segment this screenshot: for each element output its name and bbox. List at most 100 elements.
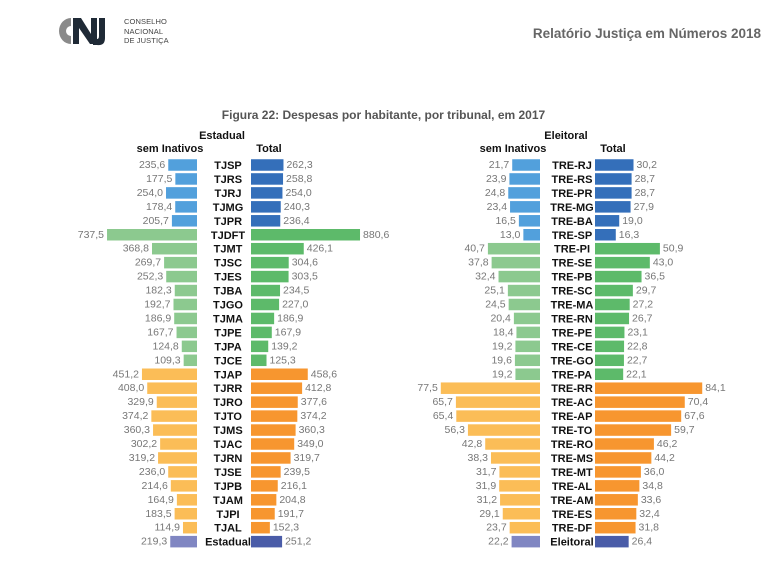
estadual-value-label-sem-inativos: 408,0 <box>118 382 144 394</box>
eleitoral-bar-sem-inativos <box>511 535 540 548</box>
eleitoral-category-label: TRE-SC <box>552 286 593 298</box>
eleitoral-value-label-total: 22,1 <box>626 368 647 380</box>
estadual-value-label-sem-inativos: 182,3 <box>145 285 171 297</box>
eleitoral-category-label: Eleitoral <box>550 537 593 549</box>
estadual-bar-sem-inativos <box>156 396 197 408</box>
estadual-value-label-total: 251,2 <box>285 536 311 548</box>
estadual-value-label-sem-inativos: 329,9 <box>127 396 153 408</box>
estadual-value-label-total: 191,7 <box>278 508 304 520</box>
estadual-bar-total <box>251 521 270 534</box>
eleitoral-value-label-total: 46,2 <box>657 438 678 450</box>
estadual-value-label-total: 880,6 <box>363 229 389 241</box>
estadual-bar-total <box>251 159 284 171</box>
estadual-value-label-sem-inativos: 186,9 <box>145 312 171 324</box>
eleitoral-value-label-total: 44,2 <box>654 452 675 464</box>
estadual-value-label-sem-inativos: 374,2 <box>122 410 148 422</box>
estadual-bar-sem-inativos <box>182 521 197 534</box>
eleitoral-bar-total <box>595 410 682 422</box>
estadual-bar-total <box>251 215 281 227</box>
eleitoral-value-label-sem-inativos: 19,2 <box>492 340 513 352</box>
eleitoral-bar-sem-inativos <box>508 298 540 311</box>
eleitoral-bar-sem-inativos <box>509 521 540 534</box>
estadual-bar-sem-inativos <box>173 298 197 311</box>
estadual-category-label: TJBA <box>214 286 243 298</box>
eleitoral-value-label-sem-inativos: 29,1 <box>479 508 500 520</box>
eleitoral-bar-total <box>595 270 642 283</box>
estadual-bar-total <box>251 270 289 283</box>
estadual-bar-total <box>251 438 295 450</box>
estadual-value-label-sem-inativos: 269,7 <box>135 257 161 269</box>
estadual-bar-sem-inativos <box>153 424 197 436</box>
eleitoral-category-label: TRE-RS <box>552 174 593 186</box>
eleitoral-value-label-total: 26,7 <box>632 312 653 324</box>
estadual-bar-total <box>251 173 284 185</box>
estadual-group-title: Estadual <box>199 130 245 142</box>
estadual-bar-total <box>251 508 275 520</box>
estadual-value-label-sem-inativos: 214,6 <box>142 480 168 492</box>
estadual-value-label-sem-inativos: 109,3 <box>154 354 180 366</box>
eleitoral-bar-sem-inativos <box>485 438 540 450</box>
estadual-category-label: Estadual <box>205 537 251 549</box>
estadual-category-label: TJMG <box>213 202 244 214</box>
estadual-bar-sem-inativos <box>183 354 197 367</box>
eleitoral-value-label-sem-inativos: 65,7 <box>432 396 453 408</box>
eleitoral-value-label-total: 36,5 <box>645 271 666 283</box>
estadual-category-label: TJSP <box>214 160 242 172</box>
eleitoral-value-label-total: 16,3 <box>619 229 640 241</box>
estadual-bar-sem-inativos <box>158 452 197 464</box>
estadual-bar-total <box>251 410 298 422</box>
estadual-value-label-total: 204,8 <box>279 494 305 506</box>
eleitoral-category-label: TRE-AP <box>552 411 593 423</box>
estadual-bar-sem-inativos <box>176 494 197 506</box>
eleitoral-bar-total <box>595 242 660 255</box>
estadual-bar-sem-inativos <box>175 201 197 213</box>
estadual-bar-sem-inativos <box>175 173 197 185</box>
estadual-value-label-total: 125,3 <box>270 354 296 366</box>
estadual-bar-total <box>251 298 280 311</box>
eleitoral-bar-sem-inativos <box>491 256 540 269</box>
eleitoral-bar-sem-inativos <box>456 410 540 422</box>
eleitoral-bar-sem-inativos <box>510 201 540 213</box>
estadual-category-label: TJDFT <box>211 230 246 242</box>
eleitoral-category-label: TRE-RN <box>551 313 593 325</box>
eleitoral-bar-total <box>595 159 634 171</box>
estadual-value-label-total: 152,3 <box>273 522 299 534</box>
estadual-category-label: TJPB <box>214 481 242 493</box>
estadual-value-label-sem-inativos: 183,5 <box>145 508 171 520</box>
eleitoral-category-label: TRE-DF <box>552 523 593 535</box>
estadual-value-label-sem-inativos: 124,8 <box>152 340 178 352</box>
eleitoral-value-label-total: 70,4 <box>688 396 709 408</box>
estadual-bar-sem-inativos <box>174 508 197 520</box>
eleitoral-bar-sem-inativos <box>518 215 540 227</box>
estadual-category-label: TJPE <box>214 327 242 339</box>
eleitoral-bar-total <box>595 508 637 520</box>
eleitoral-value-label-total: 32,4 <box>639 508 660 520</box>
eleitoral-bar-total <box>595 187 632 199</box>
eleitoral-bar-sem-inativos <box>514 354 540 367</box>
eleitoral-bar-total <box>595 452 652 464</box>
estadual-value-label-sem-inativos: 302,2 <box>131 438 157 450</box>
estadual-bar-sem-inativos <box>170 535 197 548</box>
estadual-value-label-total: 303,5 <box>292 271 318 283</box>
estadual-category-label: TJGO <box>213 300 243 312</box>
eleitoral-value-label-total: 84,1 <box>705 382 726 394</box>
estadual-value-label-total: 377,6 <box>301 396 327 408</box>
eleitoral-bar-sem-inativos <box>487 242 540 255</box>
eleitoral-bar-total <box>595 521 636 534</box>
eleitoral-bar-total <box>595 215 620 227</box>
estadual-bar-total <box>251 242 304 255</box>
eleitoral-bar-total <box>595 229 616 241</box>
eleitoral-value-label-sem-inativos: 16,5 <box>495 215 516 227</box>
eleitoral-value-label-total: 36,0 <box>644 466 665 478</box>
estadual-bar-sem-inativos <box>171 215 197 227</box>
eleitoral-value-label-sem-inativos: 24,8 <box>485 187 506 199</box>
eleitoral-bar-total <box>595 368 624 380</box>
estadual-bar-total <box>251 424 296 436</box>
estadual-value-label-sem-inativos: 178,4 <box>146 201 172 213</box>
estadual-category-label: TJRR <box>214 383 243 395</box>
estadual-value-label-sem-inativos: 114,9 <box>154 522 180 534</box>
eleitoral-value-label-sem-inativos: 23,7 <box>486 522 507 534</box>
eleitoral-value-label-sem-inativos: 77,5 <box>417 382 438 394</box>
estadual-value-label-total: 360,3 <box>299 424 325 436</box>
